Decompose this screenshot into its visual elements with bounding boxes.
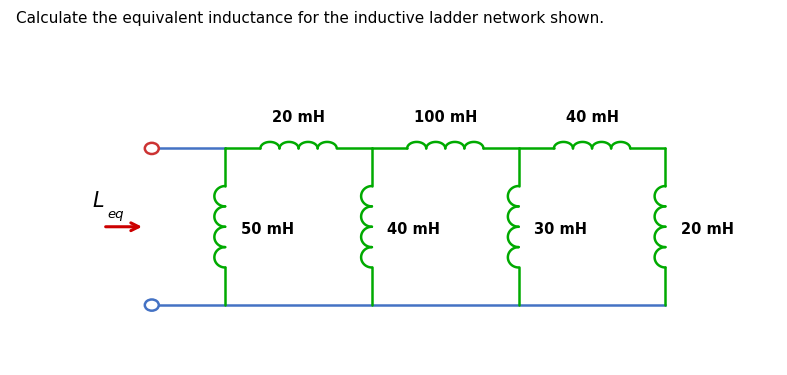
Circle shape xyxy=(145,300,159,310)
Text: 100 mH: 100 mH xyxy=(414,110,477,125)
Text: eq: eq xyxy=(108,208,124,221)
Text: 20 mH: 20 mH xyxy=(272,110,325,125)
Text: 20 mH: 20 mH xyxy=(681,222,733,237)
Text: 40 mH: 40 mH xyxy=(387,222,440,237)
Text: 30 mH: 30 mH xyxy=(534,222,587,237)
Text: Calculate the equivalent inductance for the inductive ladder network shown.: Calculate the equivalent inductance for … xyxy=(16,11,604,26)
Text: L: L xyxy=(92,191,104,211)
Text: 40 mH: 40 mH xyxy=(566,110,619,125)
Text: 50 mH: 50 mH xyxy=(241,222,294,237)
Circle shape xyxy=(145,143,159,154)
